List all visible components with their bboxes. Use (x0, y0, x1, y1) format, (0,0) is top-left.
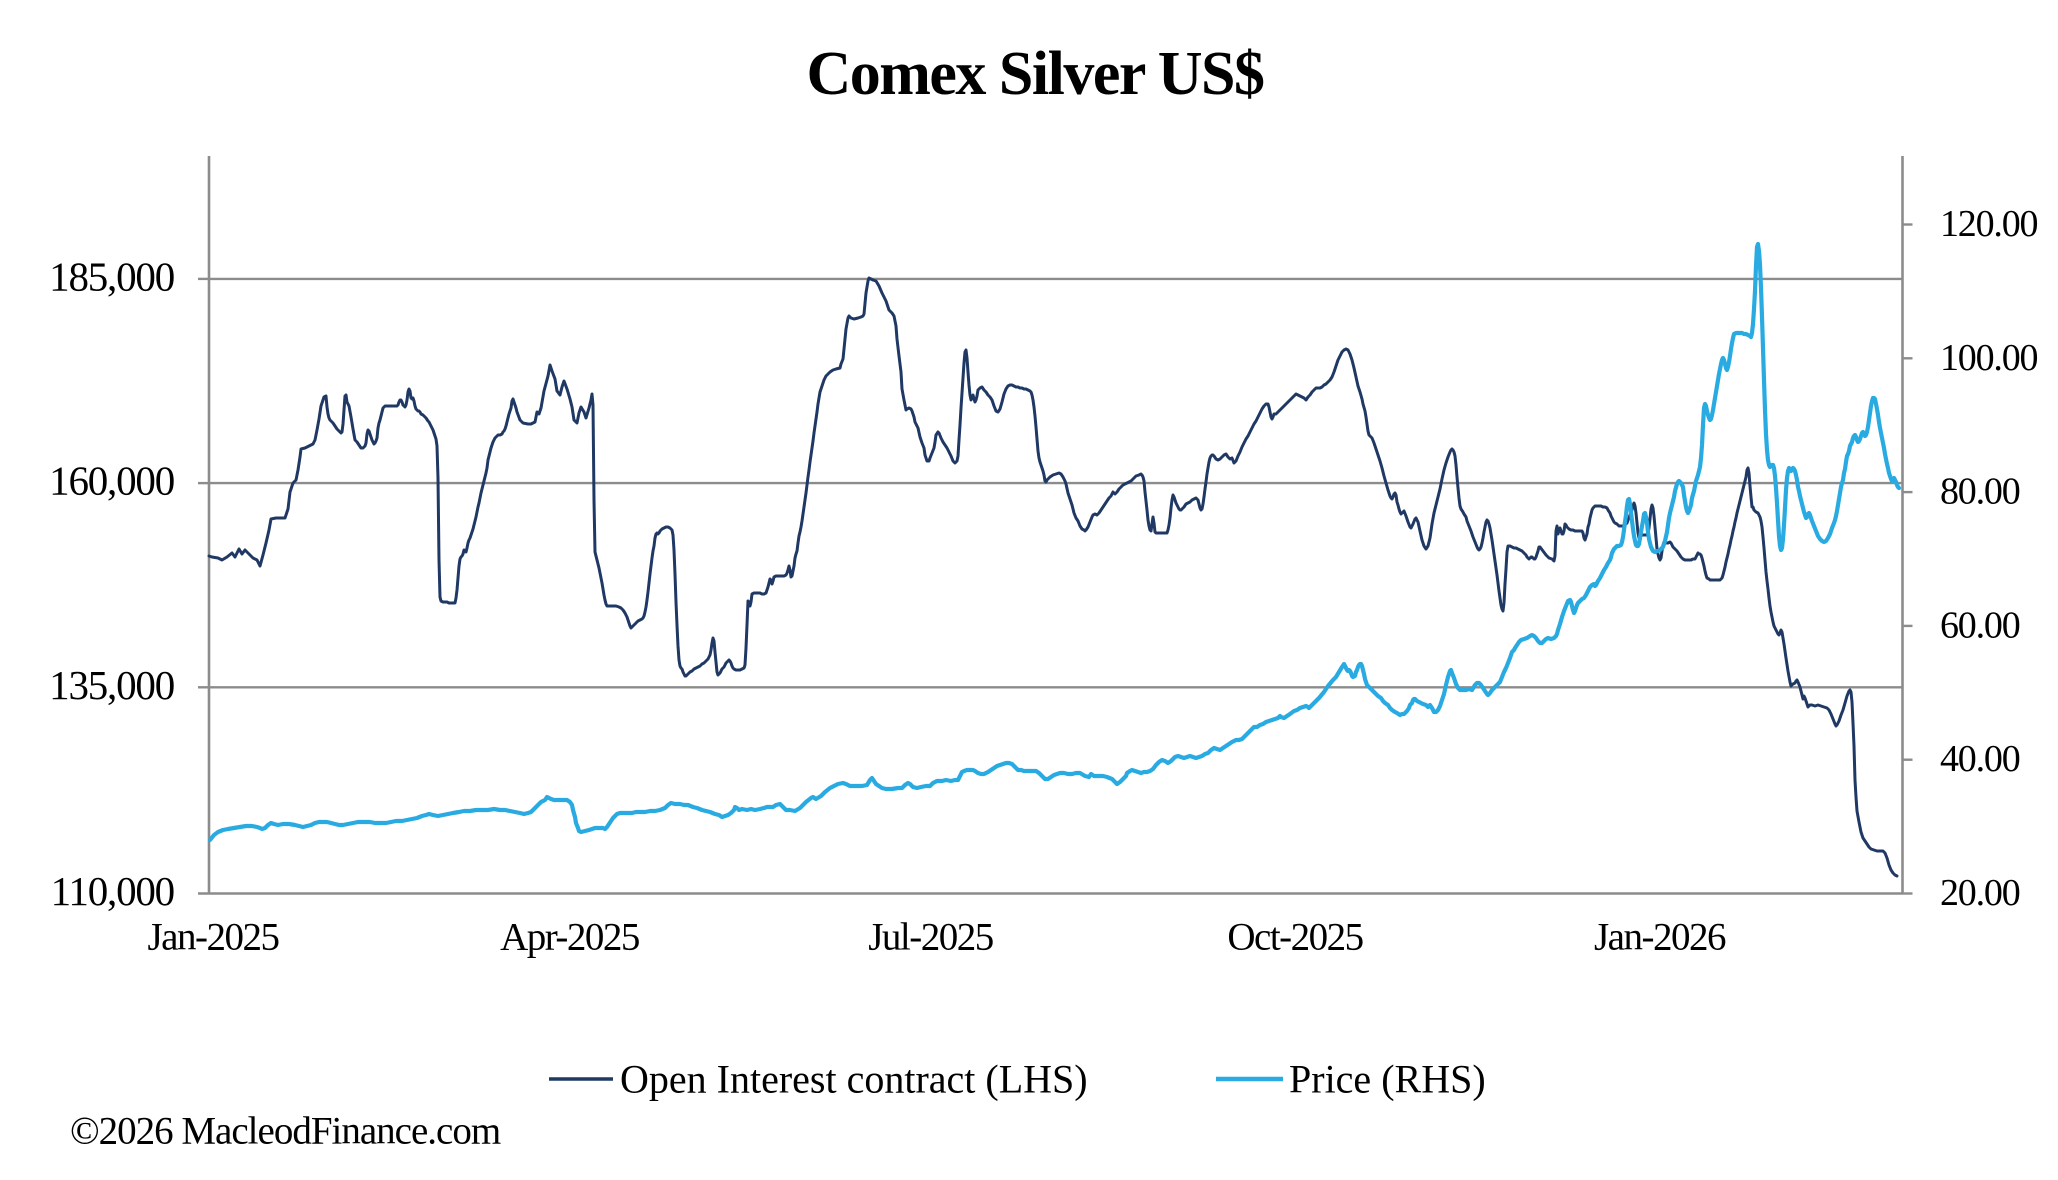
svg-text:60.00: 60.00 (1940, 604, 2020, 646)
svg-text:160,000: 160,000 (49, 458, 174, 504)
svg-text:Jan-2025: Jan-2025 (148, 916, 279, 959)
svg-text:120.00: 120.00 (1940, 203, 2038, 245)
svg-text:80.00: 80.00 (1940, 471, 2020, 513)
svg-text:110,000: 110,000 (51, 868, 174, 914)
svg-text:Open Interest contract (LHS): Open Interest contract (LHS) (620, 1057, 1088, 1102)
svg-text:Jan-2026: Jan-2026 (1594, 916, 1726, 959)
svg-text:135,000: 135,000 (49, 662, 174, 708)
svg-text:40.00: 40.00 (1940, 738, 2020, 780)
svg-text:Price (RHS): Price (RHS) (1289, 1057, 1486, 1102)
svg-text:185,000: 185,000 (49, 253, 174, 299)
svg-text:100.00: 100.00 (1940, 337, 2038, 379)
svg-text:©2026 MacleodFinance.com: ©2026 MacleodFinance.com (70, 1110, 501, 1153)
svg-text:Oct-2025: Oct-2025 (1227, 916, 1362, 959)
svg-text:Apr-2025: Apr-2025 (500, 916, 639, 959)
svg-text:Jul-2025: Jul-2025 (868, 916, 993, 959)
svg-text:Comex Silver US$: Comex Silver US$ (806, 40, 1264, 108)
svg-text:20.00: 20.00 (1940, 872, 2020, 914)
